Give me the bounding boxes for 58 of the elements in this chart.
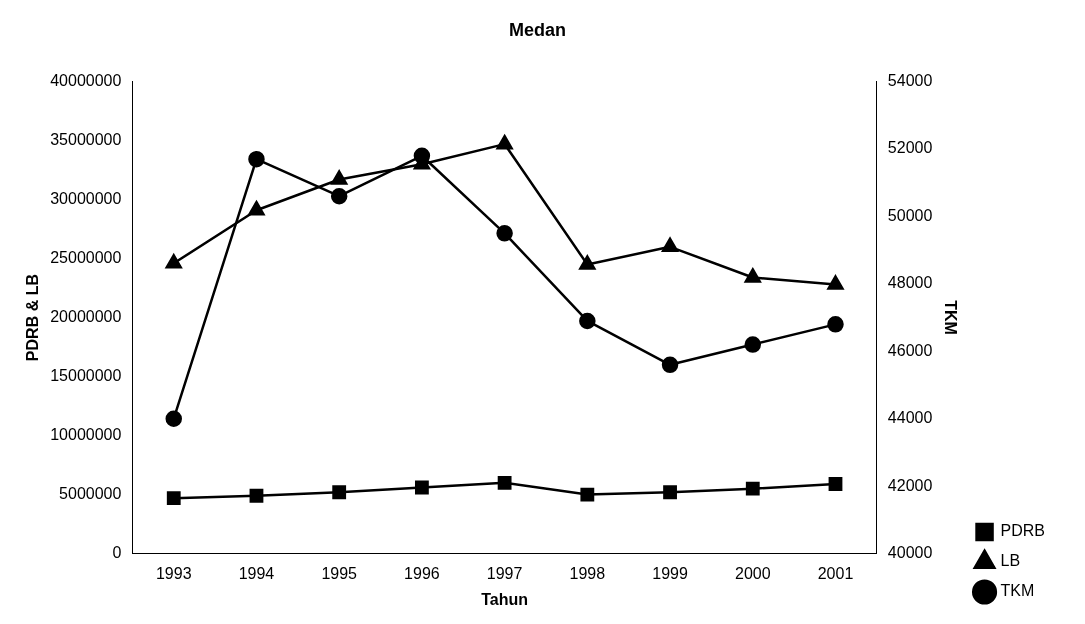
x-tick-label: 2000 xyxy=(734,564,771,582)
point xyxy=(744,268,761,283)
x-tick-label: 1996 xyxy=(404,564,440,582)
legend-label: LB xyxy=(1000,552,1021,570)
y-axis-title: PDRB & LB xyxy=(24,274,42,362)
y-tick-label: 0 xyxy=(112,544,122,562)
y-tick-label: 20000000 xyxy=(50,308,122,326)
point xyxy=(249,488,264,503)
y-tick-label: 30000000 xyxy=(50,190,122,208)
point xyxy=(661,237,679,253)
point xyxy=(248,200,265,216)
point xyxy=(828,477,843,491)
y2-tick-label: 48000 xyxy=(887,274,933,292)
y2-axis-title: TKM xyxy=(941,300,959,335)
y2-tick-label: 46000 xyxy=(887,341,933,359)
y2-tick-label: 44000 xyxy=(887,409,933,427)
x-tick-label: 1998 xyxy=(569,564,606,582)
y2-tick-label: 40000 xyxy=(887,544,933,562)
point xyxy=(497,475,512,490)
y2-tick-label: 54000 xyxy=(887,72,933,90)
y-tick-label: 10000000 xyxy=(50,426,122,444)
y2-tick-label: 50000 xyxy=(887,206,933,224)
chart-title: Medan xyxy=(508,19,567,40)
point xyxy=(165,410,182,427)
point xyxy=(579,312,596,330)
point xyxy=(579,255,596,270)
y-tick-label: 5000000 xyxy=(59,485,122,503)
point xyxy=(496,134,513,150)
legend-label: PDRB xyxy=(1000,522,1045,540)
x-tick-label: 1993 xyxy=(155,564,192,582)
point xyxy=(165,254,182,269)
y-tick-label: 35000000 xyxy=(50,131,122,149)
y2-tick-label: 52000 xyxy=(887,139,933,157)
y-tick-label: 40000000 xyxy=(50,72,122,90)
point xyxy=(330,187,348,205)
x-tick-label: 1997 xyxy=(486,564,523,582)
x-tick-label: 1994 xyxy=(238,564,275,582)
y2-tick-label: 42000 xyxy=(887,476,933,494)
legend-label: TKM xyxy=(1000,582,1035,600)
y-tick-label: 15000000 xyxy=(50,367,122,385)
y-tick-label: 25000000 xyxy=(50,249,122,267)
point xyxy=(415,480,429,495)
point xyxy=(166,491,181,506)
point xyxy=(745,481,760,496)
point xyxy=(661,356,679,374)
point xyxy=(331,170,348,185)
point xyxy=(827,316,844,333)
point xyxy=(248,150,265,168)
x-axis-title: Tahun xyxy=(481,590,529,608)
point xyxy=(827,275,844,290)
point xyxy=(663,485,677,500)
x-tick-label: 2001 xyxy=(817,564,854,582)
point xyxy=(580,487,595,502)
point xyxy=(332,485,347,500)
point xyxy=(744,336,762,353)
x-tick-label: 1995 xyxy=(321,564,358,582)
x-tick-label: 1999 xyxy=(652,564,688,582)
point xyxy=(496,225,513,242)
